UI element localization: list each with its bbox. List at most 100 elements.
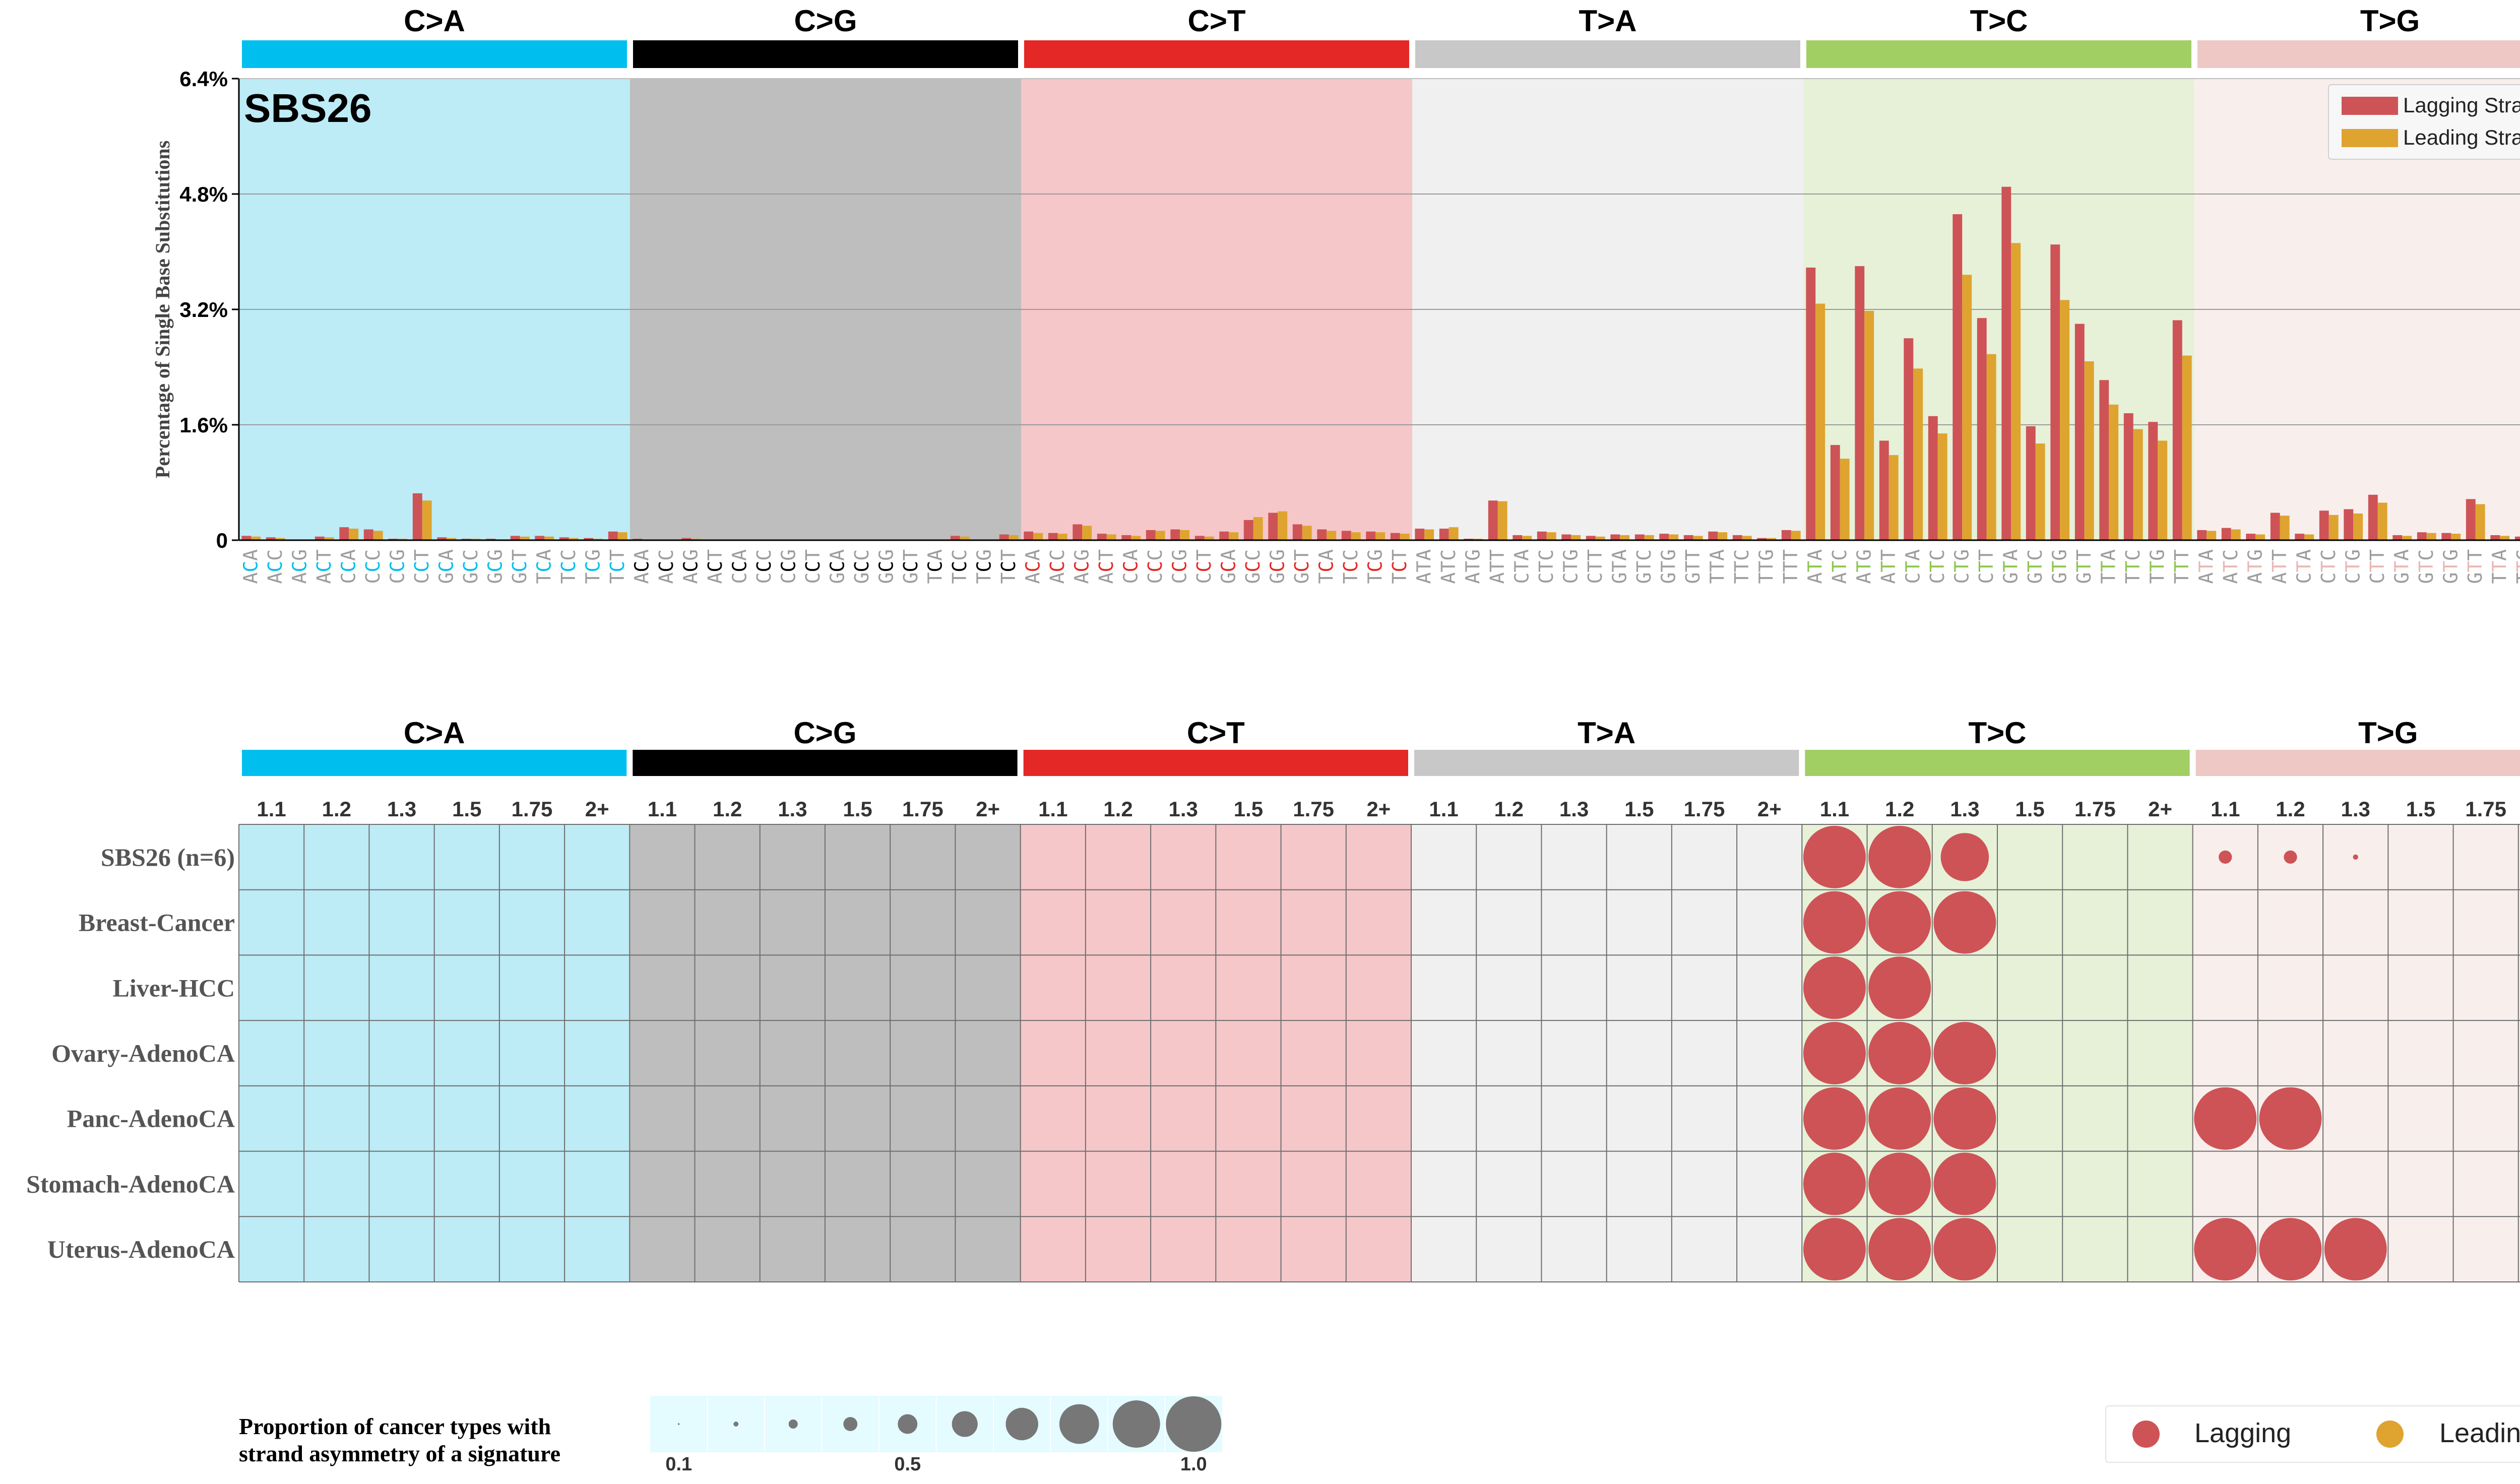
lagging-bar [2344, 509, 2354, 540]
context-label: TTC [2122, 549, 2144, 584]
fold-change-label: 1.1 [648, 797, 677, 821]
asymmetry-bubble [1803, 1218, 1866, 1281]
fold-change-label: 1.75 [902, 797, 943, 821]
leading-bar [2011, 243, 2021, 540]
asymmetry-bubble [2219, 850, 2232, 864]
context-label: GTA [1608, 549, 1630, 584]
asymmetry-bubble [2194, 1218, 2257, 1281]
fold-change-label: 1.2 [1885, 797, 1914, 821]
lagging-bar [2319, 510, 2329, 540]
fold-change-label: 1.3 [778, 797, 807, 821]
lagging-bar [2197, 530, 2207, 540]
lagging-bar [1219, 531, 1229, 540]
leading-bar [1278, 511, 1288, 540]
lagging-bar [1879, 440, 1889, 540]
lagging-bar [2441, 533, 2451, 540]
context-label: TCC [557, 549, 580, 584]
asymmetry-bubble [1803, 891, 1866, 954]
lagging-bar [584, 538, 594, 540]
leading-bar [1351, 532, 1361, 540]
leading-bar [2451, 534, 2461, 540]
lagging-bar [2172, 320, 2182, 540]
chart-title: SBS26 [244, 86, 371, 131]
leading-bar [1253, 517, 1263, 540]
leading-bar [1840, 459, 1850, 540]
size-legend-title: Proportion of cancer types with [239, 1413, 551, 1439]
leading-bar [1815, 303, 1825, 540]
lagging-bar [1121, 535, 1131, 540]
context-label: GTG [1657, 549, 1679, 584]
context-label: ATT [1486, 549, 1508, 584]
lagging-bar [999, 534, 1009, 540]
lagging-bar [2001, 186, 2011, 540]
lagging-bar [339, 527, 349, 540]
context-label: CTT [1975, 549, 1997, 584]
leading-bar [1375, 532, 1385, 540]
context-label: TCA [1315, 549, 1337, 584]
leading-bar [1057, 534, 1067, 540]
lagging-bar [1366, 531, 1376, 540]
context-label: CTG [1559, 549, 1582, 584]
lagging-bar [2050, 244, 2060, 540]
grid-mutation-type-label: T>A [1578, 716, 1635, 750]
context-label: CCG [1168, 549, 1190, 584]
fold-change-label: 1.2 [1494, 797, 1524, 821]
leading-bar [1913, 368, 1923, 540]
leading-bar [2255, 534, 2265, 540]
leading-bar [2377, 502, 2387, 540]
asymmetry-bubble [1803, 825, 1866, 888]
asymmetry-bubble [1933, 891, 1996, 954]
row-label: SBS26 (n=6) [101, 843, 235, 871]
lagging-bar [1048, 533, 1058, 540]
mutation-type-label: C>A [404, 4, 465, 38]
row-label: Uterus-AdenoCA [47, 1235, 235, 1263]
lagging-bar [1170, 529, 1180, 540]
lagging-bar [2514, 536, 2520, 540]
context-label: ATA [1413, 549, 1435, 584]
leading-bar [1448, 527, 1459, 540]
lagging-bar [1268, 512, 1278, 540]
context-label: GCA [826, 549, 848, 584]
context-label: GCT [1291, 549, 1313, 584]
lagging-bar [1781, 530, 1791, 540]
context-label: ATG [1853, 549, 1875, 584]
lagging-bar [241, 536, 251, 540]
leading-bar [1204, 536, 1214, 540]
mutation-type-label: T>A [1579, 4, 1636, 38]
context-label: GCG [875, 549, 897, 584]
lagging-bar [1292, 524, 1302, 540]
asymmetry-bubble [1933, 1087, 1996, 1150]
context-label: ACC [1046, 549, 1068, 584]
lagging-bar [608, 531, 618, 540]
context-label: GTA [1999, 549, 2022, 584]
leading-bar [1791, 531, 1801, 540]
leading-bar [373, 531, 383, 540]
lagging-bar [1904, 338, 1914, 540]
context-label: TTA [2488, 549, 2510, 584]
context-label: CTG [1950, 549, 1973, 584]
lagging-bar [1806, 267, 1816, 540]
context-label: GCT [509, 549, 531, 584]
mutation-header-bar [242, 40, 627, 68]
context-label: TTG [2146, 549, 2168, 584]
asymmetry-bubble [1868, 1218, 1931, 1281]
mutation-type-label: T>G [2360, 4, 2420, 38]
fold-change-label: 1.5 [843, 797, 872, 821]
lagging-bar [1243, 520, 1253, 540]
context-label: GTG [2048, 549, 2070, 584]
context-label: TCT [606, 549, 628, 584]
fold-change-label: 2+ [2148, 797, 2172, 821]
grid-mutation-type-label: T>G [2358, 716, 2418, 750]
lagging-bar [2123, 413, 2133, 540]
context-label: TCT [997, 549, 1020, 584]
context-label: GTC [1633, 549, 1655, 584]
lagging-bar [1830, 445, 1840, 540]
leading-bar [960, 536, 970, 540]
mutation-header-bar [1415, 40, 1800, 68]
size-legend-bubble [952, 1411, 978, 1437]
mutation-type-label: T>C [1970, 4, 2028, 38]
asymmetry-bubble [1803, 1087, 1866, 1150]
leading-bar [1693, 536, 1703, 540]
fold-change-label: 2+ [585, 797, 609, 821]
leading-bar [1986, 354, 1996, 540]
